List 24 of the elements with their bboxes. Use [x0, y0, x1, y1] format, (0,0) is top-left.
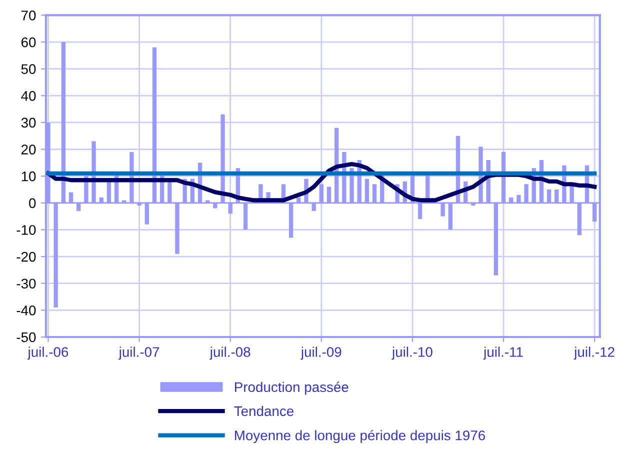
- y-tick-label: 60: [21, 37, 36, 48]
- y-tick-label: -50: [16, 332, 36, 342]
- y-tick-label: 40: [21, 90, 36, 101]
- x-tick-label: juil.-11: [483, 346, 523, 360]
- legend-label: Tendance: [234, 406, 294, 416]
- y-tick-label: -10: [16, 225, 36, 235]
- x-tick-label: juil.-06: [27, 346, 68, 360]
- y-tick-label: 10: [22, 171, 36, 182]
- y-tick-label: -20: [16, 252, 36, 262]
- y-tick-label: 70: [21, 10, 36, 20]
- x-tick-label: juil.-09: [300, 346, 342, 360]
- y-tick-label: 0: [29, 198, 36, 208]
- legend-label: Production passée: [235, 382, 348, 395]
- x-tick-label: juil.-10: [392, 346, 432, 360]
- y-tick-label: -30: [16, 278, 36, 289]
- y-tick-label: -40: [16, 306, 36, 316]
- y-tick-label: 20: [21, 144, 36, 154]
- y-tick-label: 30: [21, 118, 36, 128]
- y-tick-label: 50: [21, 64, 36, 74]
- legend-label: Moyenne de longue période depuis 1976: [235, 430, 485, 444]
- x-tick-label: juil.-08: [210, 346, 250, 360]
- x-tick-label: juil.-07: [118, 346, 160, 360]
- line-series: [46, 162, 597, 202]
- x-tick-label: juil.-12: [574, 346, 614, 360]
